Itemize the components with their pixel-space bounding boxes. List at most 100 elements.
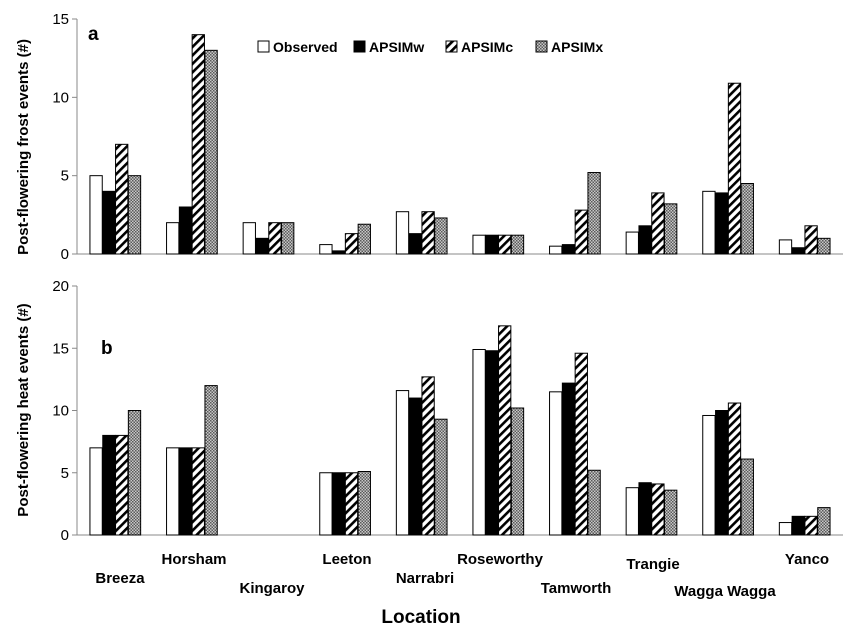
- y-tick-label: 10: [52, 89, 69, 106]
- legend-swatch-apsimx: [535, 40, 548, 53]
- bar-apsimw: [715, 410, 729, 536]
- y-tick-label: 15: [52, 11, 69, 28]
- bar-apsimc: [268, 222, 282, 255]
- bar-apsimw: [715, 192, 729, 255]
- y-tick-label: 5: [61, 168, 69, 185]
- bar-apsimc: [115, 434, 129, 536]
- bar-apsimx: [664, 489, 678, 536]
- bar-apsimx: [817, 237, 831, 255]
- bar-observed: [89, 175, 103, 255]
- bar-apsimw: [102, 190, 116, 255]
- bar-apsimc: [804, 225, 818, 255]
- bar-apsimw: [485, 350, 499, 536]
- legend: Observed APSIMw APSIMc APSIMx: [257, 39, 603, 55]
- y-tick-label: 20: [52, 278, 69, 295]
- plot-area: 0 5 10 15 0 5 10 15 20: [52, 11, 843, 544]
- bar-apsimc: [727, 82, 742, 255]
- bar-apsimx: [510, 234, 525, 255]
- bar-apsimc: [344, 233, 359, 255]
- bar-apsimw: [408, 397, 422, 536]
- bar-apsimw: [561, 244, 576, 255]
- panel-b-y-axis-label: Post-flowering heat events (#): [15, 303, 32, 516]
- legend-label-apsimx: APSIMx: [551, 39, 603, 55]
- legend-swatch-apsimc: [445, 40, 458, 53]
- panel-a-label: a: [88, 24, 99, 45]
- bar-apsimw: [332, 472, 346, 536]
- y-tick-label: 0: [61, 246, 69, 263]
- bar-apsimx: [281, 222, 295, 255]
- category-label: Kingaroy: [239, 580, 305, 597]
- bar-observed: [549, 391, 563, 536]
- legend-swatch-observed: [257, 40, 270, 53]
- bar-apsimw: [485, 234, 499, 255]
- bar-apsimc: [727, 402, 742, 536]
- bar-apsimx: [357, 471, 371, 536]
- bar-apsimx: [664, 203, 678, 255]
- category-label: Roseworthy: [457, 551, 544, 568]
- category-labels: Breeza Horsham Kingaroy Leeton Narrabri …: [95, 551, 829, 600]
- bar-apsimw: [791, 247, 805, 255]
- category-label: Wagga Wagga: [674, 583, 776, 600]
- bar-observed: [319, 244, 333, 255]
- bar-observed: [472, 349, 486, 536]
- bar-observed: [778, 522, 793, 536]
- bar-apsimc: [574, 352, 588, 536]
- bar-apsimw: [638, 225, 652, 255]
- bar-apsimc: [651, 192, 665, 255]
- bar-apsimw: [791, 515, 805, 536]
- bar-apsimw: [178, 206, 193, 255]
- bar-observed: [702, 414, 716, 536]
- bar-apsimw: [561, 382, 576, 536]
- bar-apsimx: [740, 458, 754, 536]
- bar-apsimw: [408, 233, 422, 255]
- bar-apsimx: [434, 217, 448, 255]
- category-label: Breeza: [95, 570, 145, 587]
- bar-observed: [166, 222, 180, 255]
- bar-apsimx: [510, 407, 525, 536]
- panel-b: 0 5 10 15 20: [52, 278, 843, 544]
- bar-apsimc: [651, 483, 665, 536]
- y-tick-label: 15: [52, 340, 69, 357]
- bar-apsimw: [102, 434, 116, 536]
- bar-apsimc: [574, 209, 588, 255]
- bar-apsimw: [332, 250, 346, 255]
- bar-apsimc: [498, 234, 512, 255]
- bar-apsimc: [191, 447, 205, 536]
- bar-apsimx: [817, 507, 831, 536]
- bar-observed: [395, 390, 410, 536]
- legend-label-apsimc: APSIMc: [461, 39, 513, 55]
- bar-apsimx: [127, 410, 142, 536]
- bar-apsimw: [638, 482, 652, 536]
- bar-apsimx: [357, 223, 371, 255]
- bar-observed: [319, 472, 333, 536]
- category-label: Yanco: [785, 551, 829, 568]
- legend-label-apsimw: APSIMw: [369, 39, 424, 55]
- bar-observed: [625, 231, 639, 255]
- bar-apsimc: [344, 472, 359, 536]
- bar-apsimx: [587, 172, 601, 255]
- bar-apsimx: [587, 469, 601, 536]
- bar-observed: [242, 222, 256, 255]
- bar-observed: [89, 447, 103, 536]
- bar-apsimc: [115, 143, 129, 255]
- bar-apsimc: [191, 34, 205, 255]
- legend-swatch-apsimw: [353, 40, 366, 53]
- bar-observed: [702, 190, 716, 255]
- bar-apsimc: [421, 211, 435, 255]
- category-label: Narrabri: [396, 570, 454, 587]
- bar-observed: [395, 211, 410, 255]
- bar-observed: [472, 234, 486, 255]
- bar-apsimx: [434, 418, 448, 536]
- bar-apsimc: [498, 325, 512, 536]
- category-label: Tamworth: [541, 580, 612, 597]
- panel-b-label: b: [101, 338, 113, 359]
- category-label: Leeton: [322, 551, 371, 568]
- x-axis-title: Location: [381, 607, 460, 626]
- legend-label-observed: Observed: [273, 39, 338, 55]
- y-tick-label: 5: [61, 465, 69, 482]
- bar-apsimx: [740, 183, 754, 255]
- bar-observed: [549, 245, 563, 255]
- bar-observed: [625, 487, 639, 536]
- y-tick-label: 0: [61, 527, 69, 544]
